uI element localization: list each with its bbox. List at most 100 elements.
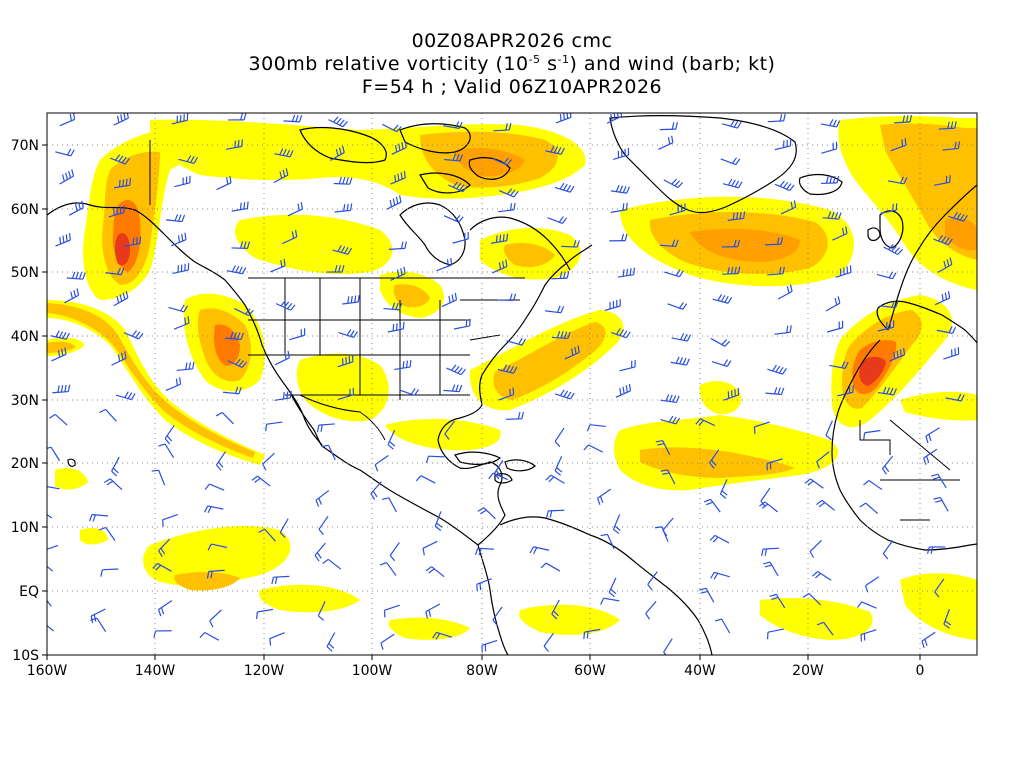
wind-barb [108, 205, 125, 218]
wind-barb [492, 606, 503, 626]
wind-barb [600, 597, 620, 605]
wind-barbs [47, 113, 968, 655]
wind-barb [425, 455, 445, 464]
vorticity-region [859, 356, 886, 386]
wind-barb [943, 609, 952, 629]
lat-label: 50N [11, 265, 39, 281]
wind-barb [178, 155, 199, 165]
wind-barb [561, 240, 580, 248]
wind-barb [225, 331, 244, 341]
wind-barb [722, 266, 741, 275]
wind-barb [321, 444, 336, 461]
political-borders [149, 140, 960, 521]
vorticity-region [493, 322, 606, 400]
wind-barb [766, 628, 784, 640]
wind-barb [113, 178, 132, 189]
wind-barb [123, 330, 144, 340]
wind-barb [441, 292, 458, 308]
wind-barb [498, 387, 515, 401]
wind-barb [328, 116, 348, 128]
wind-barb [172, 263, 190, 275]
vorticity-region [47, 341, 76, 353]
wind-barb [370, 481, 382, 500]
wind-barb [47, 565, 54, 572]
wind-barb [379, 562, 397, 576]
wind-barb [66, 271, 86, 280]
lon-label: 140W [135, 663, 176, 679]
wind-barb [545, 474, 565, 484]
wind-barb [780, 200, 797, 215]
wind-barb [597, 488, 612, 506]
wind-barb [274, 390, 292, 401]
wind-barb [860, 629, 877, 642]
wind-barb [888, 176, 908, 185]
wind-barb [894, 114, 913, 124]
wind-barb [283, 114, 303, 123]
wind-barb [432, 631, 452, 640]
vorticity-region [690, 228, 800, 262]
wind-barb [199, 631, 220, 641]
wind-barb [153, 630, 172, 638]
wind-barb [258, 528, 276, 542]
wind-barb [287, 202, 303, 217]
wind-barb [47, 624, 55, 632]
wind-barb [876, 271, 897, 280]
wind-barb [714, 618, 731, 634]
wind-barb [619, 359, 636, 372]
wind-barb [498, 202, 516, 213]
border [859, 420, 891, 455]
map-title: 00Z08APR2026 cmc 300mb relative vorticit… [0, 30, 1024, 99]
vorticity-region [80, 528, 108, 545]
wind-barb [600, 533, 615, 550]
wind-barb [274, 148, 294, 158]
wind-barb [251, 475, 271, 487]
wind-barb [387, 429, 396, 450]
wind-barb [115, 391, 136, 401]
wind-barb [314, 542, 326, 562]
wind-barb [64, 288, 80, 304]
vorticity-region [214, 324, 240, 366]
wind-barb [545, 145, 565, 155]
wind-barb [761, 547, 780, 557]
vorticity-region [455, 148, 525, 177]
wind-barb [551, 330, 571, 340]
wind-barb [583, 628, 601, 640]
wind-barb [554, 455, 563, 476]
wind-barb [774, 180, 795, 192]
wind-barb [436, 257, 453, 272]
wind-barb [825, 296, 841, 312]
wind-barb [937, 257, 953, 273]
vorticity-region [55, 468, 88, 490]
wind-barb [256, 608, 274, 620]
vorticity-region [900, 573, 977, 640]
wind-barb [606, 113, 623, 124]
wind-barb [663, 178, 684, 189]
wind-barb [174, 175, 191, 188]
vorticity-shading [47, 115, 977, 640]
wind-barb [586, 424, 606, 432]
wind-barb [820, 119, 841, 128]
wind-barb [326, 632, 336, 652]
wind-barb [821, 141, 838, 154]
lat-label: 70N [11, 138, 39, 154]
wind-barb [802, 593, 821, 606]
vorticity-region [259, 584, 360, 613]
wind-barb [890, 138, 907, 152]
wind-barb [921, 631, 936, 648]
wind-barb [540, 562, 561, 572]
wind-barb [165, 377, 182, 392]
wind-barb [387, 321, 405, 333]
coastline [499, 516, 713, 655]
wind-barb [334, 203, 353, 213]
wind-barb [936, 326, 957, 334]
coastline [494, 473, 513, 484]
wind-barb [47, 599, 52, 607]
wind-barb [390, 266, 406, 281]
wind-barb [659, 122, 678, 131]
coastline [454, 451, 502, 465]
wind-barb [835, 265, 852, 278]
wind-barb [443, 214, 464, 223]
wind-barb [816, 499, 835, 511]
wind-barb [222, 386, 242, 395]
wind-barb [942, 141, 961, 151]
